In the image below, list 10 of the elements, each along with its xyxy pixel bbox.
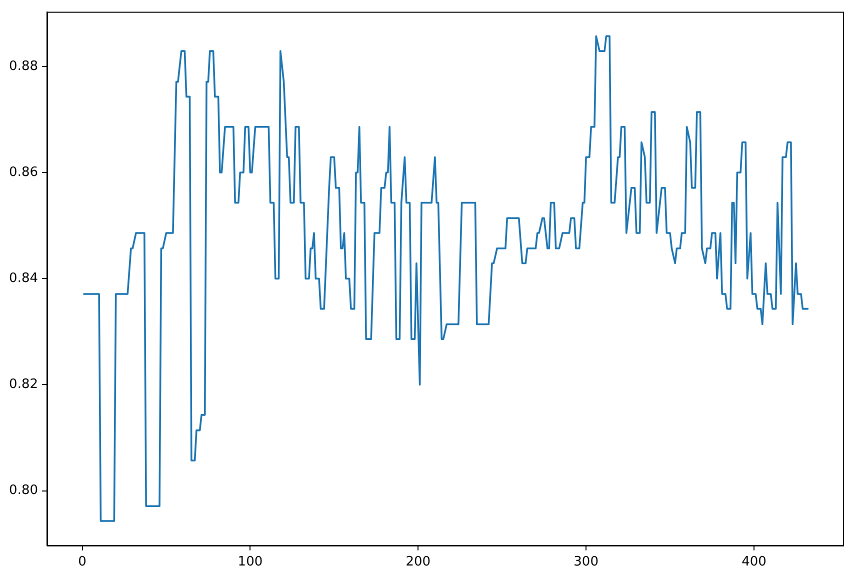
y-tick-label: 0.88	[9, 58, 38, 74]
x-tick-label: 100	[238, 554, 263, 570]
y-tick-label: 0.86	[9, 164, 38, 180]
x-tick-label: 0	[78, 554, 86, 570]
y-tick-label: 0.82	[9, 377, 38, 392]
y-tick-label: 0.80	[9, 483, 38, 498]
x-tick-label: 300	[574, 554, 598, 570]
y-tick-label: 0.84	[9, 270, 38, 286]
x-tick-label: 400	[742, 554, 766, 570]
x-tick-label: 200	[406, 554, 431, 570]
